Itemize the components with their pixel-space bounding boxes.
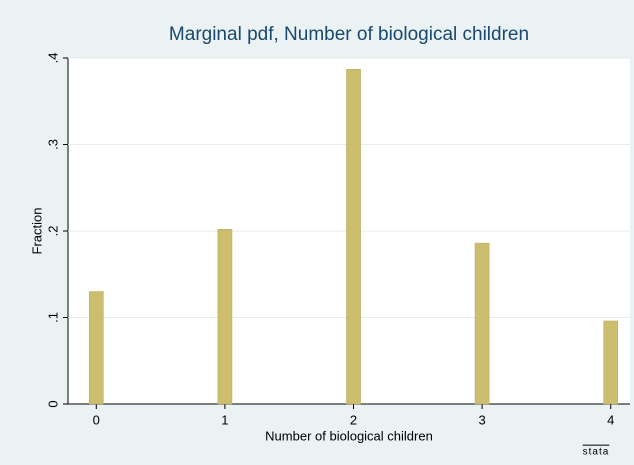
y-tick-label: 0 bbox=[45, 400, 60, 407]
bar bbox=[346, 68, 361, 405]
bar bbox=[474, 242, 490, 405]
x-tick-label: 0 bbox=[93, 412, 100, 427]
y-tick-label: .3 bbox=[45, 139, 60, 150]
x-tick-label: 3 bbox=[478, 412, 485, 427]
bar bbox=[88, 291, 104, 405]
bar bbox=[603, 320, 619, 405]
y-tick-label: .4 bbox=[45, 53, 60, 64]
y-axis-label: Fraction bbox=[29, 208, 44, 255]
y-tick-label: .2 bbox=[45, 226, 60, 237]
chart-title: Marginal pdf, Number of biological child… bbox=[169, 24, 529, 45]
x-tick-label: 4 bbox=[607, 412, 614, 427]
y-tick-label: .1 bbox=[45, 312, 60, 323]
bar bbox=[217, 229, 233, 405]
logo: stata bbox=[583, 447, 610, 458]
x-tick-label: 1 bbox=[221, 412, 228, 427]
x-axis-label: Number of biological children bbox=[265, 428, 433, 443]
x-tick-label: 2 bbox=[350, 412, 357, 427]
